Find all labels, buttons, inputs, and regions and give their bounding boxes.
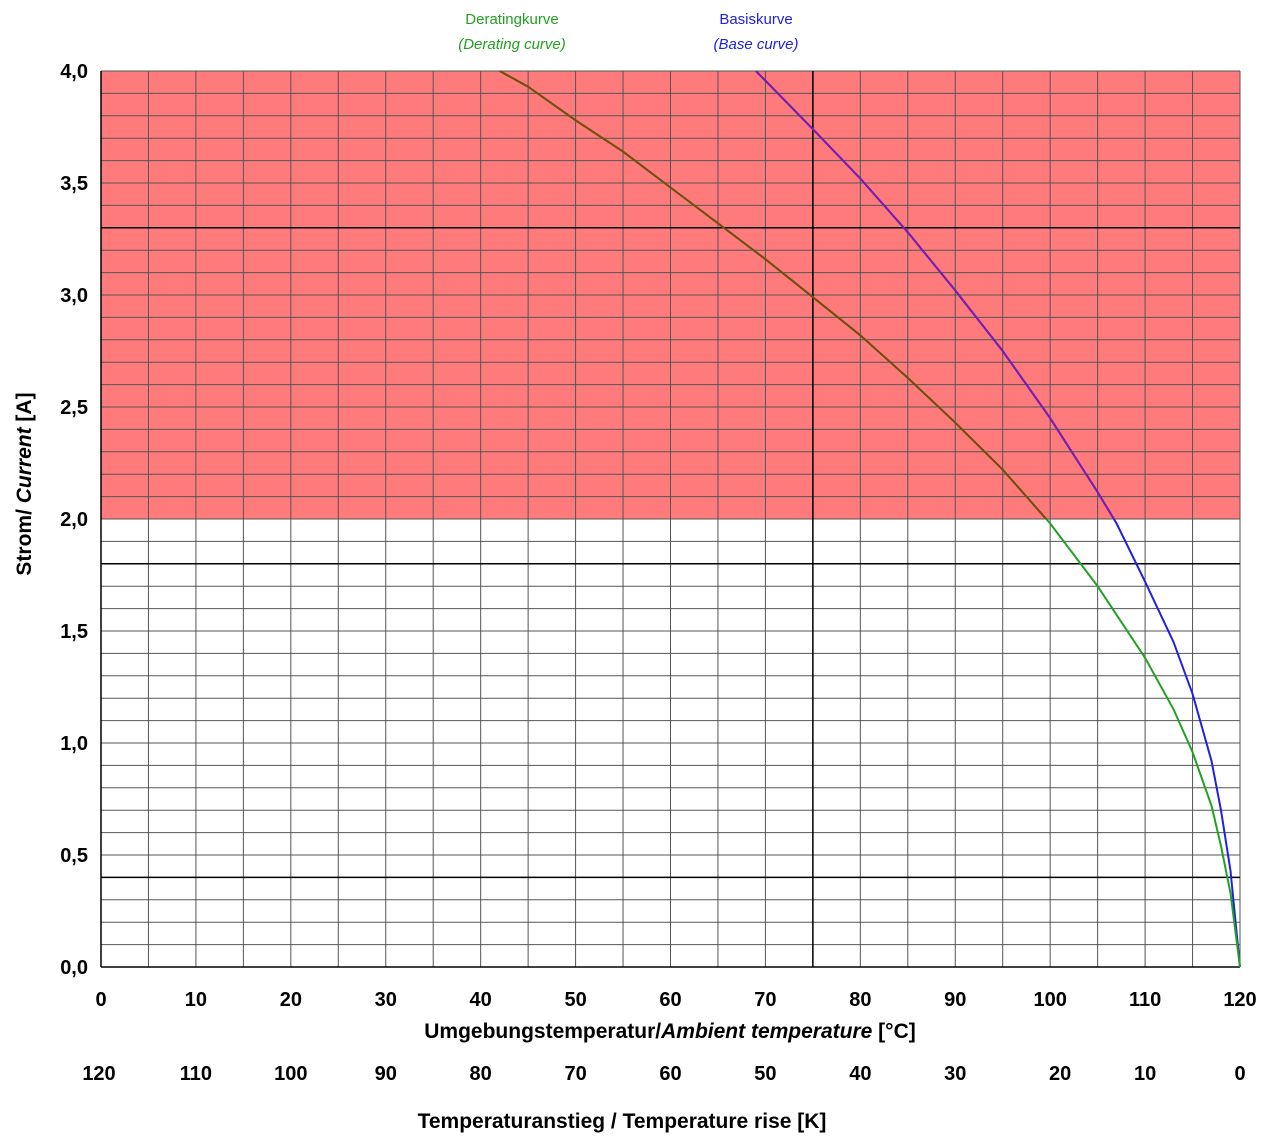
- x-tick-label: 120: [1223, 989, 1256, 1011]
- y-tick-label: 1,5: [60, 621, 88, 643]
- y-tick-label: 2,0: [60, 509, 88, 531]
- secondary-x-tick-label: 10: [1134, 1063, 1156, 1085]
- secondary-x-tick-label: 70: [564, 1063, 586, 1085]
- secondary-x-tick-label: 30: [944, 1063, 966, 1085]
- x-tick-label: 110: [1129, 989, 1161, 1011]
- y-tick-label: 0,5: [60, 845, 88, 867]
- secondary-x-tick-label: 0: [1234, 1063, 1245, 1085]
- y-tick-label: 2,5: [60, 397, 88, 419]
- x-tick-label: 80: [849, 989, 871, 1011]
- y-tick-label: 3,0: [60, 285, 88, 307]
- secondary-x-tick-label: 40: [849, 1063, 871, 1085]
- secondary-x-tick-label: 60: [659, 1063, 681, 1085]
- legend-derating-en: (Derating curve): [458, 36, 566, 53]
- x-tick-label: 100: [1033, 989, 1066, 1011]
- x-tick-label: 60: [659, 989, 681, 1011]
- x-tick-label: 10: [185, 989, 207, 1011]
- legend-base-en: (Base curve): [713, 36, 798, 53]
- secondary-x-tick-label: 110: [180, 1063, 212, 1085]
- x-tick-label: 20: [280, 989, 302, 1011]
- legend-derating: Deratingkurve: [465, 11, 558, 28]
- secondary-x-tick-label: 20: [1049, 1063, 1071, 1085]
- legend-base: Basiskurve: [719, 11, 792, 28]
- y-axis-title: Strom/ Current [A]: [13, 392, 36, 575]
- x-axis-title: Umgebungstemperatur/Ambient temperature …: [424, 1020, 915, 1043]
- y-tick-label: 3,5: [60, 173, 88, 195]
- secondary-x-tick-label: 120: [82, 1063, 115, 1085]
- secondary-x-tick-label: 50: [754, 1063, 776, 1085]
- x-tick-label: 50: [564, 989, 586, 1011]
- secondary-x-tick-label: 90: [375, 1063, 397, 1085]
- x-tick-label: 70: [754, 989, 776, 1011]
- x-tick-label: 0: [95, 989, 106, 1011]
- y-tick-label: 1,0: [60, 733, 88, 755]
- chart-grid: [101, 71, 1240, 967]
- x-tick-label: 30: [375, 989, 397, 1011]
- secondary-x-tick-label: 80: [470, 1063, 492, 1085]
- y-tick-label: 0,0: [60, 957, 88, 979]
- secondary-x-axis-title: Temperaturanstieg / Temperature rise [K]: [418, 1110, 827, 1133]
- secondary-x-tick-label: 100: [274, 1063, 307, 1085]
- y-tick-label: 4,0: [60, 61, 88, 83]
- x-tick-label: 90: [944, 989, 966, 1011]
- x-tick-label: 40: [470, 989, 492, 1011]
